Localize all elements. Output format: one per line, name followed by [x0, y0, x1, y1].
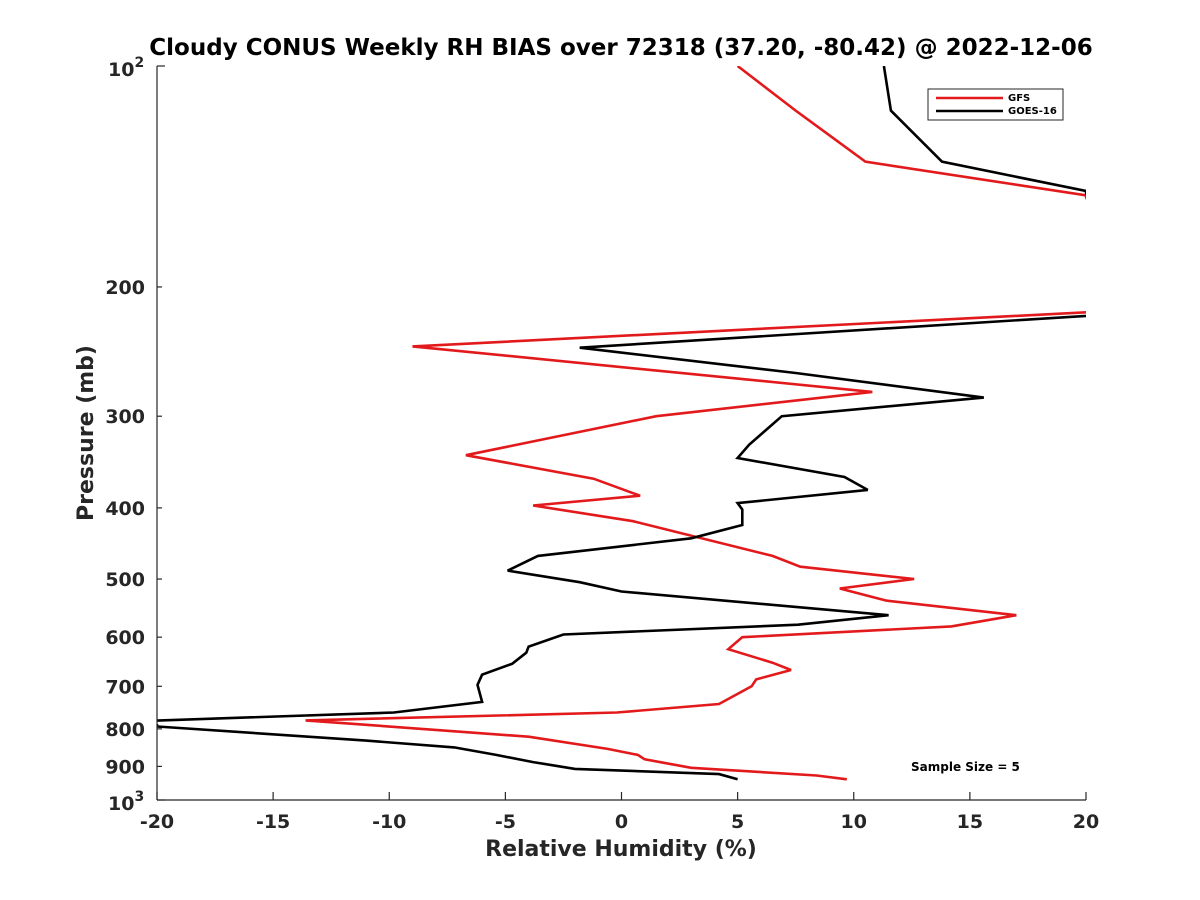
y-tick-label-bottom: 103: [108, 789, 144, 815]
y-tick-label: 500: [105, 569, 145, 591]
legend-box: [927, 88, 1064, 121]
x-ticks: -20 -15 -10 -5 0 5 10 15 20: [140, 792, 1099, 833]
y-tick-label-top: 102: [108, 55, 144, 81]
series-line-goes16: [157, 66, 1086, 781]
y-tick-label: 300: [105, 406, 145, 428]
y-ticks: 200 300 400 500 600 700 800 900: [105, 65, 165, 801]
legend-label-gfs: GFS: [1008, 93, 1030, 104]
x-tick-label: 15: [957, 811, 983, 833]
series-line-gfs: [305, 66, 1086, 781]
x-tick-label: 0: [615, 811, 628, 833]
x-axis-label: Relative Humidity (%): [485, 837, 757, 862]
y-tick-label: 400: [105, 498, 145, 520]
x-tick-label: 10: [841, 811, 867, 833]
legend-label-goes16: GOES-16: [1008, 106, 1057, 117]
y-tick-label: 200: [105, 277, 145, 299]
x-tick-label: -10: [372, 811, 406, 833]
legend: GFS GOES-16: [927, 88, 1064, 121]
chart-title: Cloudy CONUS Weekly RH BIAS over 72318 (…: [149, 35, 1092, 61]
x-tick-label: -20: [140, 811, 174, 833]
y-tick-label: 900: [105, 756, 145, 778]
x-tick-label: 5: [731, 811, 744, 833]
series-layer: [157, 66, 1086, 781]
x-tick-label: -5: [495, 811, 516, 833]
y-tick-label: 700: [105, 676, 145, 698]
y-axis-label: Pressure (mb): [74, 345, 99, 521]
x-tick-label: -15: [256, 811, 290, 833]
y-tick-label: 800: [105, 719, 145, 741]
y-tick-label: 600: [105, 627, 145, 649]
sample-size-annotation: Sample Size = 5: [911, 760, 1020, 774]
x-tick-label: 20: [1073, 811, 1099, 833]
